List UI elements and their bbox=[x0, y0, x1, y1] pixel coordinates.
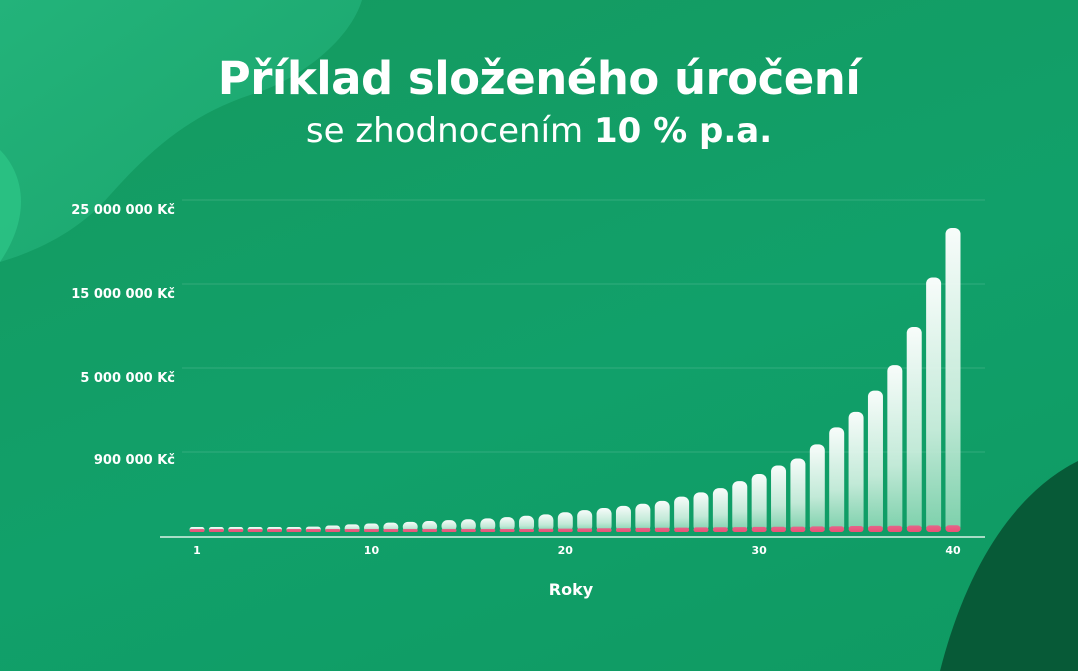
x-axis-title: Roky bbox=[549, 580, 594, 599]
bar-total bbox=[519, 515, 535, 532]
bar-total bbox=[499, 517, 515, 532]
x-tick-label: 20 bbox=[558, 544, 574, 557]
decorative-blob-bottom-right bbox=[940, 461, 1078, 671]
bar-contribution bbox=[363, 529, 379, 532]
bar-contribution bbox=[422, 529, 438, 532]
bar-total bbox=[712, 488, 728, 532]
x-tick-label: 10 bbox=[364, 544, 380, 557]
bar-contribution bbox=[751, 526, 767, 532]
bar-contribution bbox=[247, 529, 263, 532]
bar-contribution bbox=[383, 529, 399, 532]
bar-contribution bbox=[344, 529, 360, 532]
bar-contribution bbox=[538, 528, 554, 532]
bar-contribution bbox=[887, 525, 903, 532]
bar-contribution bbox=[286, 529, 302, 532]
bar-contribution bbox=[228, 529, 244, 532]
bar-contribution bbox=[305, 529, 321, 532]
bar-contribution bbox=[615, 528, 631, 532]
bar-total bbox=[480, 518, 496, 532]
bar-total bbox=[615, 505, 631, 532]
bar-total bbox=[674, 496, 690, 532]
subtitle-prefix: se zhodnocením bbox=[305, 111, 584, 151]
bar-total bbox=[926, 277, 942, 532]
bar-total bbox=[732, 481, 748, 532]
bar-contribution bbox=[519, 528, 535, 532]
bar-total bbox=[867, 390, 883, 532]
bar-contribution bbox=[926, 525, 942, 532]
x-tick-label: 30 bbox=[751, 544, 767, 557]
bar-contribution bbox=[809, 526, 825, 532]
bar-contribution bbox=[674, 527, 690, 532]
bar-total bbox=[460, 519, 476, 532]
bar-contribution bbox=[712, 527, 728, 532]
x-tick-label: 40 bbox=[945, 544, 961, 557]
bar-total bbox=[887, 365, 903, 532]
bar-contribution bbox=[693, 527, 709, 532]
bar-total bbox=[751, 474, 767, 532]
bar-contribution bbox=[441, 529, 457, 532]
bar-total bbox=[635, 503, 651, 532]
x-tick-label: 1 bbox=[193, 544, 201, 557]
bar-contribution bbox=[867, 525, 883, 532]
bar-total bbox=[538, 514, 554, 532]
bar-total bbox=[596, 507, 612, 532]
bar-contribution bbox=[654, 527, 670, 532]
bar-contribution bbox=[267, 529, 283, 532]
bar-total bbox=[790, 458, 806, 532]
chart-subtitle: se zhodnocením 10 % p.a. bbox=[0, 111, 1078, 151]
y-tick-label: 15 000 000 Kč bbox=[71, 287, 175, 302]
bar-contribution bbox=[906, 525, 922, 532]
chart-title: Příklad složeného úročení bbox=[217, 52, 861, 105]
bar-total bbox=[577, 510, 593, 532]
bar-contribution bbox=[577, 528, 593, 532]
bar-contribution bbox=[480, 529, 496, 532]
bar-contribution bbox=[189, 529, 205, 532]
subtitle-highlight: 10 % p.a. bbox=[593, 111, 773, 151]
bar-total bbox=[557, 512, 573, 532]
y-tick-label: 25 000 000 Kč bbox=[71, 203, 175, 218]
bar-total bbox=[654, 500, 670, 532]
bar-contribution bbox=[325, 529, 341, 532]
bar-contribution bbox=[848, 526, 864, 532]
bar-total bbox=[945, 228, 961, 532]
bar-contribution bbox=[732, 527, 748, 532]
y-tick-label: 900 000 Kč bbox=[94, 453, 175, 468]
bar-total bbox=[848, 411, 864, 532]
bar-contribution bbox=[557, 528, 573, 532]
bar-contribution bbox=[460, 529, 476, 532]
bar-total bbox=[771, 465, 787, 532]
bar-total bbox=[693, 492, 709, 532]
bar-total bbox=[809, 444, 825, 532]
bar-contribution bbox=[402, 529, 418, 532]
bar-contribution bbox=[596, 528, 612, 532]
bar-contribution bbox=[499, 529, 515, 532]
y-tick-label: 5 000 000 Kč bbox=[80, 371, 175, 386]
bar-contribution bbox=[208, 529, 224, 532]
bar-contribution bbox=[829, 526, 845, 532]
bar-total bbox=[906, 326, 922, 532]
bar-contribution bbox=[790, 526, 806, 532]
bar-contribution bbox=[771, 526, 787, 532]
bar-contribution bbox=[945, 525, 961, 532]
decorative-blob-top-left bbox=[0, 0, 362, 262]
bar-total bbox=[829, 427, 845, 532]
bar-contribution bbox=[635, 527, 651, 532]
